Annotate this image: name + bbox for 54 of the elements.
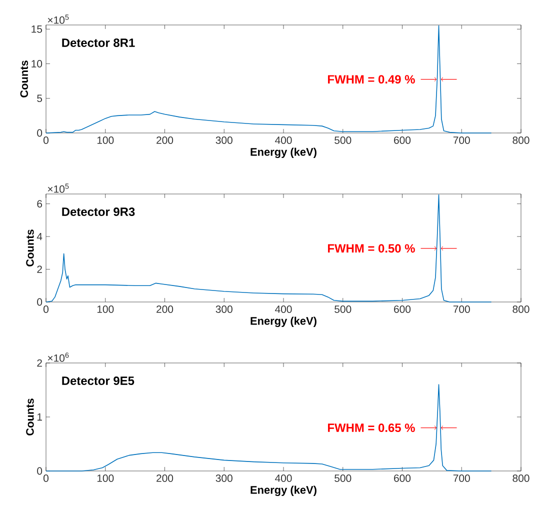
text: Detector 9E5 [62, 376, 134, 385]
x-tick-label: 200 [156, 136, 174, 144]
x-tick-label: 300 [216, 136, 232, 144]
x-axis-title: Energy (keV) [250, 148, 316, 158]
x-tick-label: 800 [512, 136, 530, 144]
text: ×10$^{5}$ [48, 14, 69, 24]
x-tick-label: 0 [44, 306, 49, 313]
annotation: FWHM = 0.50 % [328, 244, 415, 253]
x-tick-label: 600 [394, 306, 411, 313]
x-axis-title: Energy (keV) [250, 316, 316, 328]
x-axis-title: Energy (keV) [250, 486, 316, 496]
x-tick-label: 700 [453, 306, 470, 313]
y-tick-label: 4 [36, 232, 42, 240]
x-tick-label: 800 [512, 306, 530, 313]
x-tick-label: 500 [334, 474, 352, 482]
y-tick-label: 6 [37, 200, 42, 208]
x-tick-label: 400 [275, 306, 292, 313]
x-tick-label: 0 [44, 474, 49, 482]
x-tick-label: 300 [216, 306, 232, 313]
y-tick-label: 1 [37, 413, 42, 421]
y-tick-label: 0 [37, 467, 42, 475]
text: Detector 9R3 [62, 208, 135, 216]
y-tick-label: 5 [37, 94, 42, 102]
x-tick-label: 500 [334, 306, 352, 313]
y-axis-title: Counts [20, 60, 28, 98]
y-tick-label: 10 [32, 60, 42, 68]
y-axis-title: Counts [26, 230, 34, 266]
y-axis-title: Counts [26, 398, 34, 436]
x-tick-label: 600 [394, 474, 411, 482]
x-tick-label: 700 [453, 474, 470, 482]
text: Detector 8R1 [62, 38, 135, 47]
x-tick-label: 0 [44, 136, 49, 144]
x-tick-label: 400 [275, 474, 292, 482]
annotation: FWHM = 0.65 % [328, 424, 415, 432]
line-series [46, 194, 492, 302]
x-tick-label: 100 [97, 136, 114, 144]
y-tick-label: 0 [37, 129, 42, 137]
x-tick-label: 800 [512, 474, 530, 482]
x-tick-label: 600 [394, 136, 411, 144]
annotation: FWHM = 0.49 % [328, 75, 415, 84]
x-tick-label: 700 [453, 136, 470, 144]
x-tick-label: 100 [97, 474, 114, 482]
x-tick-label: 200 [156, 474, 174, 482]
x-tick-label: 200 [156, 306, 174, 313]
text: ×10$^{6}$ [48, 352, 69, 362]
y-tick-label: 0 [37, 298, 42, 306]
x-tick-label: 500 [334, 136, 352, 144]
y-tick-label: 15 [32, 26, 42, 33]
x-tick-label: 100 [97, 306, 114, 313]
x-tick-label: 400 [275, 136, 292, 144]
y-tick-label: 2 [37, 266, 42, 273]
y-tick-label: 2 [37, 359, 42, 367]
x-tick-label: 300 [216, 474, 232, 482]
text: ×10$^{5}$ [48, 184, 69, 193]
